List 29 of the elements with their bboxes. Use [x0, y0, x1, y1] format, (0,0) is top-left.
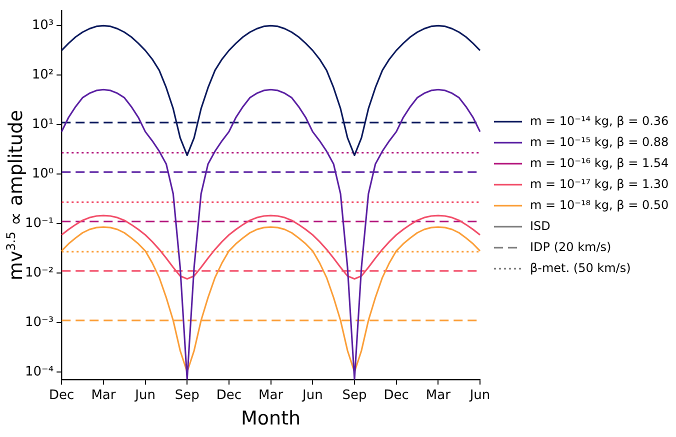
legend-label: m = 10⁻¹⁴ kg, β = 0.36 — [530, 114, 669, 128]
y-tick-label: 10⁻⁴ — [24, 364, 54, 380]
legend-label: m = 10⁻¹⁸ kg, β = 0.50 — [530, 198, 669, 212]
x-tick-label: Jun — [134, 388, 156, 403]
legend-label: β-met. (50 km/s) — [530, 260, 631, 275]
x-tick-label: Dec — [216, 388, 242, 403]
legend-label: m = 10⁻¹⁷ kg, β = 1.30 — [530, 176, 669, 191]
legend-label: m = 10⁻¹⁵ kg, β = 0.88 — [530, 134, 669, 149]
y-tick-label: 10² — [32, 68, 54, 83]
x-tick-label: Mar — [91, 388, 116, 403]
x-tick-label: Jun — [468, 388, 490, 403]
y-tick-label: 10⁻² — [24, 265, 54, 280]
x-tick-label: Sep — [342, 388, 367, 403]
x-tick-label: Dec — [49, 388, 74, 403]
x-tick-label: Mar — [426, 388, 452, 403]
legend-label: m = 10⁻¹⁶ kg, β = 1.54 — [530, 156, 669, 170]
x-tick-label: Jun — [301, 388, 323, 403]
legend-label: ISD — [530, 218, 550, 233]
y-tick-label: 10⁻³ — [24, 314, 54, 330]
y-tick-label: 10⁻¹ — [24, 216, 54, 231]
x-tick-label: Mar — [258, 388, 284, 403]
y-tick-label: 10³ — [32, 18, 54, 34]
x-tick-label: Dec — [384, 388, 409, 403]
y-axis-title: mv3.5 ∝ amplitude — [4, 110, 27, 280]
legend-label: IDP (20 km/s) — [530, 240, 612, 254]
y-tick-label: 10¹ — [32, 116, 54, 132]
x-axis-title: Month — [241, 408, 301, 430]
y-tick-label: 10⁰ — [32, 166, 54, 182]
x-tick-label: Sep — [174, 388, 200, 403]
